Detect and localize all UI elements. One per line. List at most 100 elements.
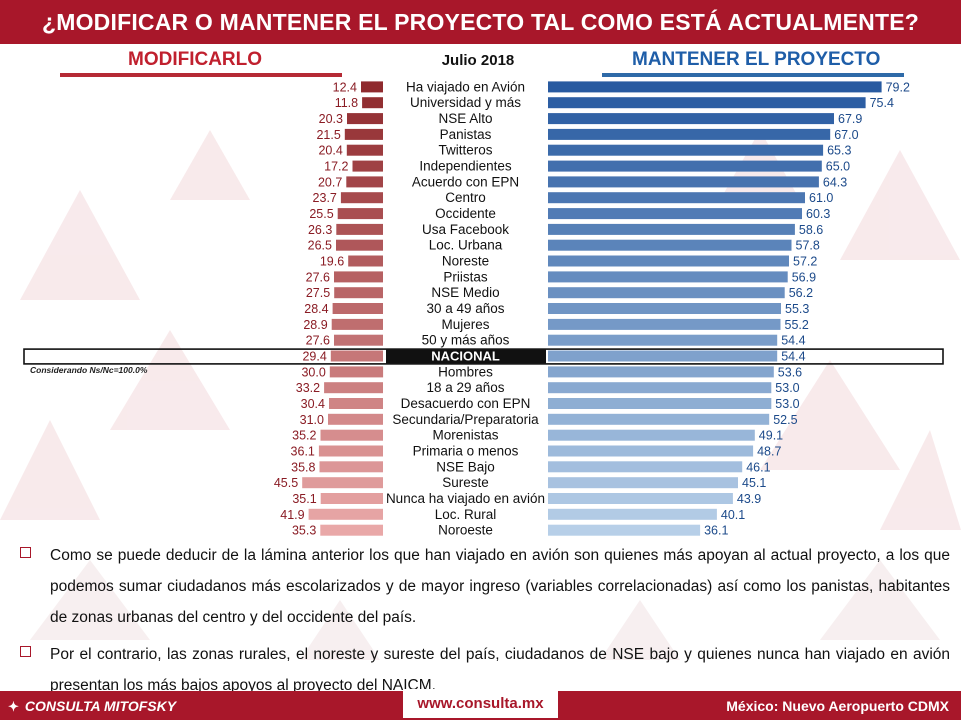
value-label-mantener: 61.0 (809, 191, 833, 205)
value-label-mantener: 53.0 (775, 381, 799, 395)
bar-modificarlo (331, 318, 383, 330)
value-label-modificarlo: 19.6 (320, 255, 344, 269)
category-label: NSE Bajo (436, 459, 495, 474)
category-label: Secundaria/Preparatoria (392, 412, 539, 427)
bar-modificarlo (334, 334, 383, 346)
category-label: Primaria o menos (413, 444, 519, 459)
nacional-label-bg (386, 349, 546, 364)
value-label-mantener: 75.4 (870, 96, 894, 110)
bar-modificarlo (348, 255, 383, 267)
value-label-mantener: 48.7 (757, 445, 781, 459)
value-label-mantener: 53.0 (775, 397, 799, 411)
bar-modificarlo (302, 477, 383, 489)
bar-modificarlo (334, 287, 383, 299)
category-label: Morenistas (432, 428, 498, 443)
footer-subject: México: Nuevo Aeropuerto CDMX (726, 698, 949, 714)
bar-modificarlo (332, 303, 383, 314)
bar-mantener (548, 97, 866, 109)
butterfly-bar-chart: 12.4 79.2 Ha viajado en Avión 11.8 75.4 Unive… (23, 79, 944, 538)
footer-url-box (403, 689, 558, 718)
value-label-modificarlo: 35.8 (291, 460, 315, 474)
category-label: Acuerdo con EPN (412, 174, 519, 189)
value-label-mantener: 54.4 (781, 350, 805, 364)
bar-modificarlo (318, 445, 383, 457)
bar-modificarlo (320, 524, 383, 536)
footer-logo: ✦ CONSULTA MITOFSKY (8, 694, 176, 718)
category-label: Mujeres (441, 317, 489, 332)
value-label-mantener: 57.2 (793, 255, 817, 269)
category-label: Sureste (442, 475, 489, 490)
category-label: Universidad y más (410, 95, 521, 110)
category-label: NSE Medio (431, 285, 499, 300)
bar-modificarlo (352, 160, 383, 172)
bar-mantener (548, 113, 834, 125)
bar-modificarlo (337, 208, 383, 220)
value-label-mantener: 67.0 (834, 128, 858, 142)
value-label-mantener: 52.5 (773, 413, 797, 427)
category-label: Noreste (442, 254, 489, 269)
value-label-modificarlo: 41.9 (280, 508, 304, 522)
bar-mantener (548, 303, 781, 314)
bar-mantener (548, 493, 733, 504)
value-label-mantener: 57.8 (796, 239, 820, 253)
bar-modificarlo (334, 271, 383, 283)
bar-modificarlo (328, 413, 383, 425)
category-label: Noroeste (438, 523, 493, 538)
bar-mantener (548, 160, 822, 172)
value-label-mantener: 40.1 (721, 508, 745, 522)
value-label-mantener: 36.1 (704, 524, 728, 538)
checkbox-bullet-icon (20, 547, 31, 558)
bullet-text: Como se puede deducir de la lámina anter… (50, 547, 950, 626)
category-label: Hombres (438, 364, 493, 379)
bar-mantener (548, 366, 774, 378)
value-label-mantener: 65.3 (827, 144, 851, 158)
value-label-modificarlo: 17.2 (324, 160, 348, 174)
bar-mantener (548, 192, 805, 204)
bar-mantener (548, 271, 788, 283)
category-label: Loc. Rural (435, 507, 497, 522)
bar-mantener (548, 81, 882, 93)
value-label-modificarlo: 25.5 (309, 207, 333, 221)
value-label-mantener: 43.9 (737, 492, 761, 506)
value-label-modificarlo: 30.4 (301, 397, 325, 411)
bar-mantener (548, 382, 772, 394)
value-label-mantener: 46.1 (746, 460, 770, 474)
value-label-mantener: 54.4 (781, 334, 805, 348)
value-label-mantener: 65.0 (826, 160, 850, 174)
bar-mantener (548, 128, 831, 140)
bar-mantener (548, 287, 785, 299)
left-column-title: Modificarlo (128, 49, 263, 70)
bar-modificarlo (320, 429, 383, 441)
value-label-modificarlo: 23.7 (313, 191, 337, 205)
value-label-modificarlo: 26.5 (308, 239, 332, 253)
value-label-modificarlo: 27.6 (306, 270, 330, 284)
category-label: NSE Alto (438, 111, 492, 126)
footer-logo-text: CONSULTA MITOFSKY (24, 698, 177, 714)
bar-modificarlo (319, 461, 383, 473)
left-title-underline (60, 73, 342, 77)
bar-modificarlo (361, 81, 383, 93)
value-label-mantener: 56.2 (789, 286, 813, 300)
right-column-title: Mantener el Proyecto (632, 49, 881, 70)
value-label-modificarlo: 45.5 (274, 476, 298, 490)
category-label: 30 a 49 años (426, 301, 504, 316)
bar-mantener (548, 144, 824, 156)
value-label-mantener: 45.1 (742, 476, 766, 490)
bar-mantener (548, 350, 778, 362)
category-label: 18 a 29 años (426, 380, 504, 395)
value-label-modificarlo: 21.5 (316, 128, 340, 142)
bar-mantener (548, 477, 738, 489)
bullet-text: Por el contrario, las zonas rurales, el … (50, 646, 950, 694)
category-label: Nunca ha viajado en avión (386, 491, 545, 506)
footer-url-link[interactable]: www.consulta.mx (417, 695, 544, 712)
value-label-modificarlo: 28.4 (304, 302, 328, 316)
value-label-modificarlo: 12.4 (333, 80, 357, 94)
bar-mantener (548, 398, 772, 409)
nacional-highlight-frame (23, 348, 944, 365)
value-label-modificarlo: 31.0 (300, 413, 324, 427)
bar-modificarlo (347, 113, 383, 125)
bar-modificarlo (329, 398, 383, 409)
value-label-mantener: 55.3 (785, 302, 809, 316)
value-label-modificarlo: 11.8 (335, 96, 358, 110)
